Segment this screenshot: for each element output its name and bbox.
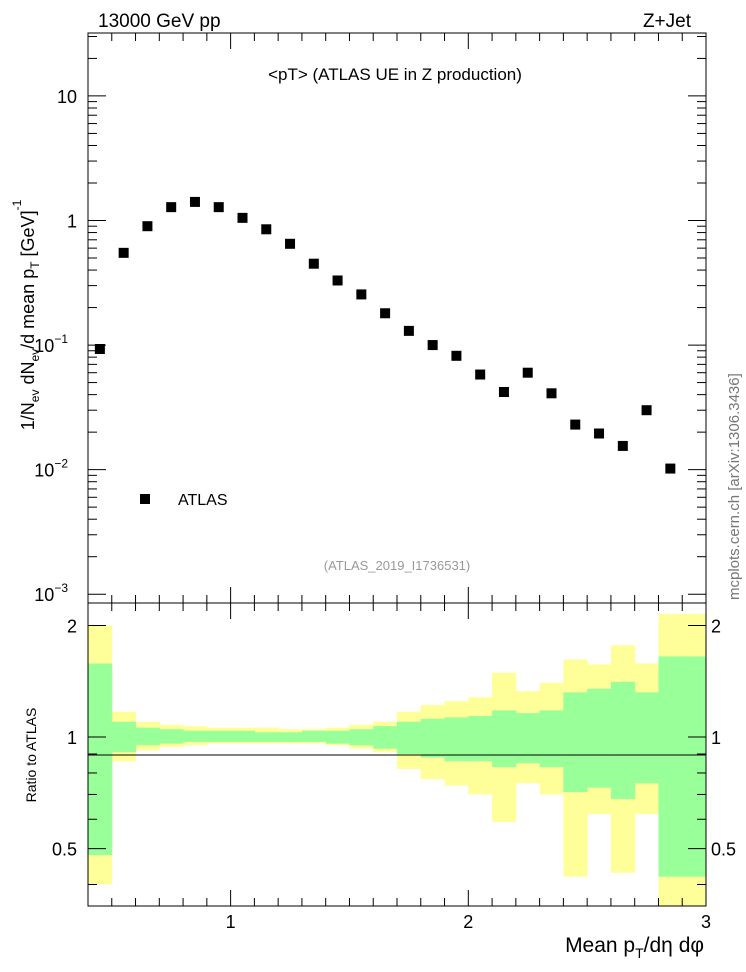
ratio-inner-band — [230, 730, 255, 742]
ratio-inner-band — [301, 730, 327, 742]
ratio-inner-band — [492, 710, 517, 768]
ratio-y-tick-label: 2 — [67, 616, 77, 636]
legend-marker-atlas — [140, 494, 150, 504]
data-point — [142, 221, 153, 232]
data-point — [237, 212, 248, 223]
data-point — [285, 238, 296, 249]
main-title: <pT> (ATLAS UE in Z production) — [268, 65, 522, 84]
data-point — [118, 247, 129, 258]
ratio-y-tick-label: 1 — [67, 728, 77, 748]
main-watermark: (ATLAS_2019_I1736531) — [324, 558, 470, 573]
data-point — [213, 202, 224, 213]
ratio-inner-band — [539, 710, 564, 768]
side-label: mcplots.cern.ch [arXiv:1306.3436] — [726, 373, 743, 600]
data-point — [522, 367, 533, 378]
main-y-ticks: 10 1 10−1 10−2 10−3 — [34, 33, 707, 605]
data-point — [617, 440, 628, 451]
header-left-label: 13000 GeV pp — [98, 11, 221, 32]
main-y-tick-label: 10−3 — [34, 581, 68, 605]
main-y-tick-label: 10 — [57, 87, 77, 107]
data-point — [665, 463, 676, 474]
ratio-inner-band — [587, 688, 612, 788]
ratio-inner-band — [634, 692, 659, 784]
data-point — [546, 388, 557, 399]
ratio-y-tick-label-right: 2 — [711, 616, 721, 636]
data-point — [451, 350, 462, 361]
ratio-x-tick-label: 1 — [226, 912, 236, 932]
data-point — [261, 224, 272, 235]
ratio-inner-band — [468, 715, 493, 762]
ratio-inner-band — [111, 721, 137, 753]
ratio-x-tick-label: 3 — [701, 912, 711, 932]
ratio-inner-band — [254, 732, 279, 742]
data-point — [498, 386, 509, 397]
data-point — [356, 289, 367, 300]
main-y-axis-title: 1/Nev dNev/d mean pT [GeV]-1 — [10, 199, 42, 430]
data-point — [570, 419, 581, 430]
data-point — [94, 343, 105, 354]
ratio-inner-band — [563, 692, 588, 793]
header-right-label: Z+Jet — [643, 11, 692, 32]
main-y-tick-label: 10−2 — [34, 457, 68, 481]
ratio-inner-band — [135, 727, 160, 746]
main-legend: ATLAS — [140, 492, 228, 509]
data-point — [308, 258, 319, 269]
data-point — [594, 428, 605, 439]
main-frame — [87, 32, 707, 604]
ratio-y-tick-label: 0.5 — [52, 840, 77, 860]
data-point — [189, 196, 200, 207]
data-point — [380, 308, 391, 319]
ratio-frame — [87, 602, 707, 907]
main-y-axis-label: 1/Nev dNev/d mean pT [GeV]-1 — [10, 199, 42, 430]
main-y-tick-label: 1 — [67, 211, 77, 231]
ratio-inner-band — [515, 713, 541, 764]
ratio-inner-band — [88, 663, 113, 856]
ratio-inner-band — [159, 729, 184, 744]
data-point — [332, 275, 343, 286]
ratio-y-tick-label-right: 0.5 — [711, 840, 736, 860]
legend-label-atlas: ATLAS — [178, 492, 228, 509]
data-point — [475, 369, 486, 380]
ratio-panel: 0.5 0.5 1 1 2 2 1 2 3 Ratio to ATLAS Mean pT/dη … — [23, 602, 736, 961]
ratio-inner-band — [349, 729, 374, 746]
ratio-inner-band — [373, 726, 398, 749]
ratio-inner-band — [325, 730, 350, 744]
ratio-y-axis-title: Ratio to ATLAS — [23, 708, 39, 803]
data-point — [427, 340, 438, 351]
ratio-y-tick-label-right: 1 — [711, 728, 721, 748]
ratio-inner-band — [278, 732, 303, 742]
ratio-x-axis-title: Mean pT/dη dφ — [565, 934, 704, 961]
ratio-inner-band — [610, 681, 636, 800]
ratio-x-tick-label: 2 — [463, 912, 473, 932]
main-y-tick-label: 10−1 — [34, 332, 68, 356]
data-point — [641, 405, 652, 416]
data-point — [403, 325, 414, 336]
main-data-points — [94, 196, 676, 474]
main-panel: <pT> (ATLAS UE in Z production) (ATLAS_2… — [10, 32, 707, 605]
ratio-bands — [88, 613, 707, 906]
ratio-inner-band — [206, 730, 232, 742]
ratio-inner-band — [444, 717, 469, 762]
ratio-inner-band — [682, 656, 707, 877]
ratio-inner-band — [397, 721, 422, 755]
ratio-inner-band — [183, 730, 208, 742]
ratio-inner-band — [658, 656, 683, 877]
ratio-inner-band — [420, 718, 446, 758]
data-point — [166, 202, 177, 213]
